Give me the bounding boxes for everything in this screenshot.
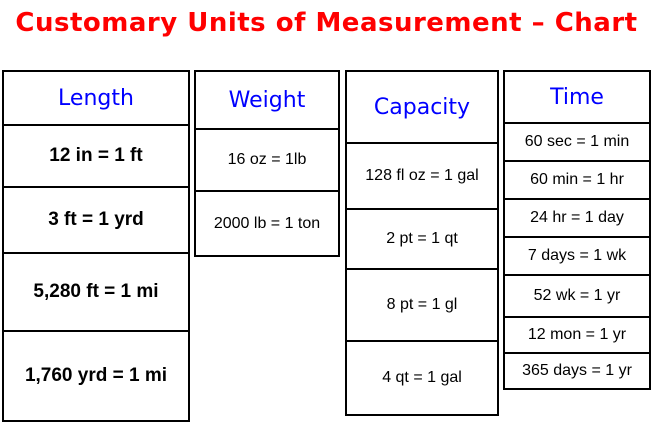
- length-row: 5,280 ft = 1 mi: [4, 254, 188, 332]
- time-row: 7 days = 1 wk: [505, 238, 649, 276]
- weight-column: Weight 16 oz = 1lb 2000 lb = 1 ton: [194, 70, 340, 257]
- time-row: 60 sec = 1 min: [505, 124, 649, 162]
- weight-header: Weight: [196, 72, 338, 130]
- capacity-row: 4 qt = 1 gal: [382, 369, 462, 386]
- capacity-column: Capacity 128 fl oz = 1 gal 2 pt = 1 qt 8…: [345, 70, 499, 416]
- length-row: 1,760 yrd = 1 mi: [24, 365, 168, 386]
- time-row: 365 days = 1 yr: [522, 362, 632, 379]
- length-row: 12 in = 1 ft: [4, 126, 188, 188]
- capacity-row: 2 pt = 1 qt: [347, 210, 497, 270]
- length-row: 3 ft = 1 yrd: [4, 188, 188, 254]
- weight-row: 2000 lb = 1 ton: [213, 214, 321, 232]
- page-title: Customary Units of Measurement – Chart: [15, 8, 638, 38]
- time-header: Time: [505, 72, 649, 124]
- length-header: Length: [4, 72, 188, 126]
- weight-row: 16 oz = 1lb: [196, 130, 338, 192]
- capacity-header: Capacity: [347, 72, 497, 144]
- time-row: 60 min = 1 hr: [505, 162, 649, 200]
- length-column: Length 12 in = 1 ft 3 ft = 1 yrd 5,280 f…: [2, 70, 190, 422]
- time-row: 52 wk = 1 yr: [505, 276, 649, 318]
- time-column: Time 60 sec = 1 min 60 min = 1 hr 24 hr …: [503, 70, 651, 390]
- capacity-row: 128 fl oz = 1 gal: [347, 144, 497, 210]
- time-row: 24 hr = 1 day: [505, 200, 649, 238]
- time-row: 12 mon = 1 yr: [505, 318, 649, 354]
- capacity-row: 8 pt = 1 gl: [347, 270, 497, 342]
